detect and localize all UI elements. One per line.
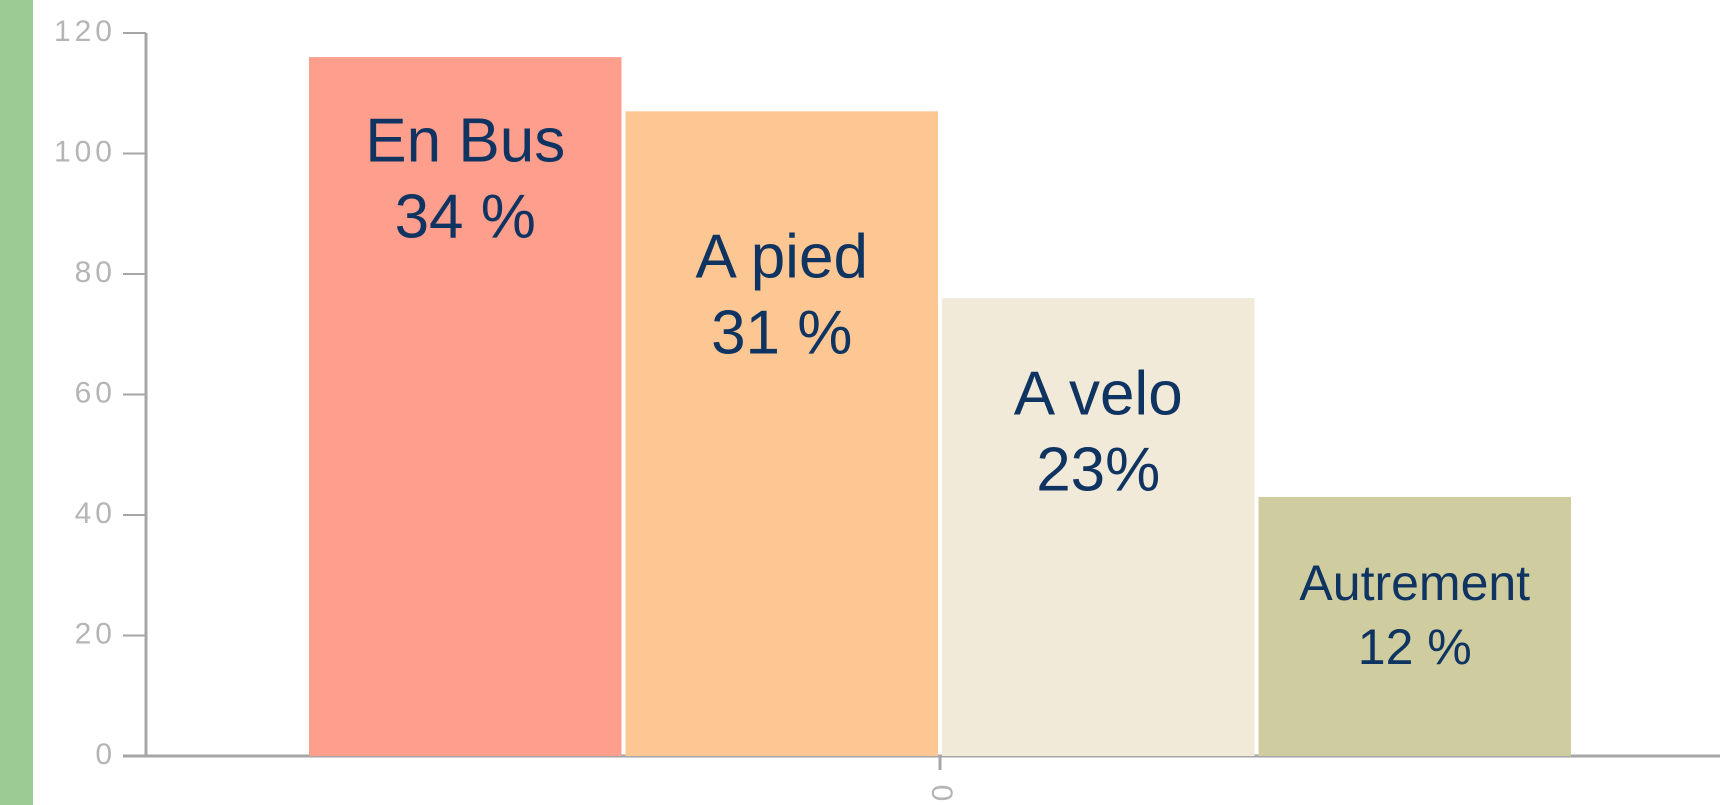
bar-share-label: 34 % (395, 182, 536, 251)
y-tick-label: 80 (75, 256, 116, 289)
bar (942, 298, 1255, 756)
y-tick-label: 0 (95, 738, 116, 771)
side-strip (0, 0, 33, 805)
bar-share-label: 23% (1036, 435, 1160, 504)
y-tick-label: 60 (75, 376, 116, 409)
y-tick-label: 40 (75, 497, 116, 530)
bar (309, 57, 622, 757)
bar-category-label: A velo (1014, 359, 1183, 428)
y-tick-label: 20 (75, 617, 116, 650)
bar-category-label: En Bus (365, 106, 565, 175)
bar-category-label: Autrement (1299, 555, 1530, 611)
x-tick-label: 0 (925, 785, 958, 805)
bar (1258, 496, 1571, 756)
bar-share-label: 12 % (1358, 619, 1472, 675)
y-tick-label: 100 (54, 135, 116, 168)
bar (625, 111, 938, 756)
y-tick-label: 120 (54, 15, 116, 48)
bar-share-label: 31 % (711, 299, 852, 368)
bar-category-label: A pied (696, 223, 868, 292)
